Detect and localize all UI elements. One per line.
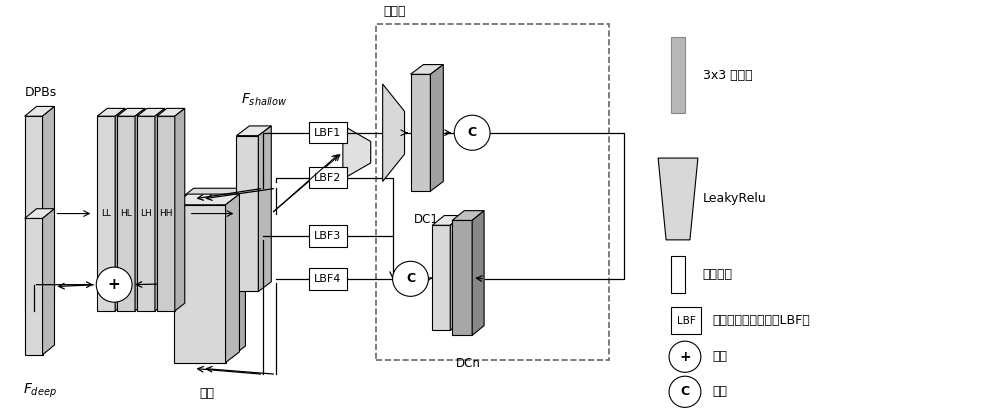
Text: $F_{\mathit{shallow}}$: $F_{\mathit{shallow}}$	[241, 92, 288, 109]
Polygon shape	[25, 106, 54, 116]
Text: LH: LH	[140, 209, 152, 218]
Text: C: C	[406, 272, 415, 285]
Text: 膨胀卷积: 膨胀卷积	[703, 268, 733, 282]
Bar	[376, 24, 609, 360]
Polygon shape	[658, 158, 698, 240]
Text: +: +	[108, 277, 121, 292]
Polygon shape	[452, 220, 472, 335]
Text: LBF4: LBF4	[314, 274, 342, 284]
Text: LBF: LBF	[677, 316, 695, 326]
Polygon shape	[43, 209, 54, 355]
Polygon shape	[430, 64, 443, 191]
Polygon shape	[175, 109, 185, 311]
Polygon shape	[25, 116, 43, 311]
Text: C: C	[680, 385, 690, 398]
Text: LL: LL	[101, 209, 111, 218]
Bar	[309, 167, 347, 188]
Text: 密集块: 密集块	[384, 5, 406, 18]
Polygon shape	[226, 194, 239, 363]
Bar	[309, 268, 347, 290]
Polygon shape	[432, 215, 462, 225]
Text: 连接: 连接	[713, 385, 728, 398]
Text: $F_{\mathit{deep}}$: $F_{\mathit{deep}}$	[23, 382, 57, 400]
Text: 3x3 卷积层: 3x3 卷积层	[703, 69, 752, 82]
Bar	[309, 225, 347, 247]
Polygon shape	[137, 109, 165, 116]
Polygon shape	[137, 116, 155, 311]
Polygon shape	[157, 116, 175, 311]
Polygon shape	[258, 126, 271, 292]
Polygon shape	[117, 109, 145, 116]
Polygon shape	[236, 136, 258, 292]
Text: LBF1: LBF1	[314, 128, 342, 138]
Circle shape	[669, 376, 701, 407]
Circle shape	[454, 115, 490, 150]
Text: DCn: DCn	[456, 357, 481, 370]
Polygon shape	[472, 210, 484, 335]
Bar	[309, 122, 347, 144]
Text: C: C	[468, 126, 477, 139]
Polygon shape	[343, 126, 371, 179]
Polygon shape	[117, 116, 135, 311]
Circle shape	[96, 267, 132, 302]
Text: LeakyRelu: LeakyRelu	[703, 193, 767, 206]
Polygon shape	[155, 109, 165, 311]
Polygon shape	[25, 218, 43, 355]
Text: LBF3: LBF3	[314, 231, 342, 241]
Circle shape	[669, 341, 701, 372]
Text: 连接: 连接	[199, 387, 214, 400]
Bar	[671, 37, 685, 113]
Polygon shape	[25, 209, 54, 218]
Polygon shape	[97, 109, 125, 116]
Bar	[671, 307, 701, 334]
Polygon shape	[411, 74, 430, 191]
Polygon shape	[157, 109, 185, 116]
Text: DPBs: DPBs	[25, 86, 57, 99]
Polygon shape	[411, 64, 443, 74]
Text: +: +	[679, 350, 691, 364]
Polygon shape	[232, 188, 245, 357]
Polygon shape	[450, 215, 462, 330]
Polygon shape	[452, 210, 484, 220]
Bar	[671, 256, 685, 293]
Polygon shape	[43, 106, 54, 311]
Text: LBF2: LBF2	[314, 173, 342, 183]
Polygon shape	[135, 109, 145, 311]
Polygon shape	[180, 199, 232, 357]
Polygon shape	[180, 188, 245, 199]
Polygon shape	[174, 194, 239, 205]
Polygon shape	[432, 225, 450, 330]
Polygon shape	[383, 84, 405, 181]
Text: HL: HL	[120, 209, 132, 218]
Circle shape	[393, 261, 428, 296]
Text: DC1: DC1	[414, 213, 439, 225]
Polygon shape	[115, 109, 125, 311]
Text: 相加: 相加	[713, 350, 728, 363]
Polygon shape	[174, 205, 226, 363]
Text: HH: HH	[159, 209, 173, 218]
Text: 可学习带通滤波器（LBF）: 可学习带通滤波器（LBF）	[713, 314, 811, 327]
Polygon shape	[97, 116, 115, 311]
Polygon shape	[236, 126, 271, 136]
